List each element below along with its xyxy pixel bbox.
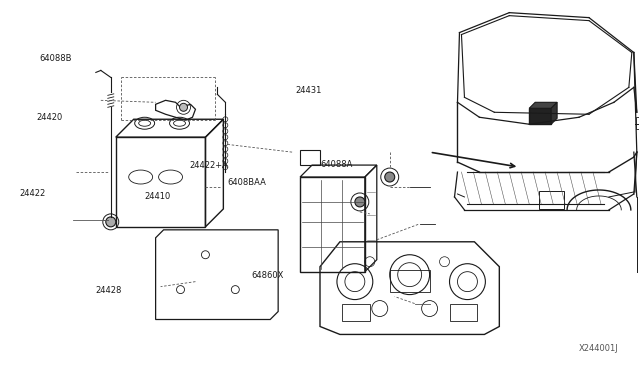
Text: 24422: 24422 xyxy=(19,189,45,198)
Text: X244001J: X244001J xyxy=(579,344,619,353)
Text: 64088A: 64088A xyxy=(320,160,353,169)
Circle shape xyxy=(385,172,395,182)
Text: 24410: 24410 xyxy=(145,192,171,201)
Text: 24431: 24431 xyxy=(296,86,322,95)
Bar xyxy=(529,108,551,124)
Polygon shape xyxy=(551,102,557,124)
Circle shape xyxy=(355,197,365,207)
Polygon shape xyxy=(529,102,557,108)
Bar xyxy=(342,304,370,321)
Bar xyxy=(449,304,477,321)
Bar xyxy=(539,191,564,209)
Text: 64860X: 64860X xyxy=(251,271,284,280)
Text: 64088B: 64088B xyxy=(40,54,72,62)
Circle shape xyxy=(180,103,188,111)
Circle shape xyxy=(106,217,116,227)
Bar xyxy=(390,270,429,292)
Bar xyxy=(636,117,640,129)
Text: 24428: 24428 xyxy=(95,286,122,295)
Text: 24420: 24420 xyxy=(36,113,63,122)
Text: 6408BAA: 6408BAA xyxy=(228,178,266,187)
Text: 24422+A: 24422+A xyxy=(189,161,228,170)
